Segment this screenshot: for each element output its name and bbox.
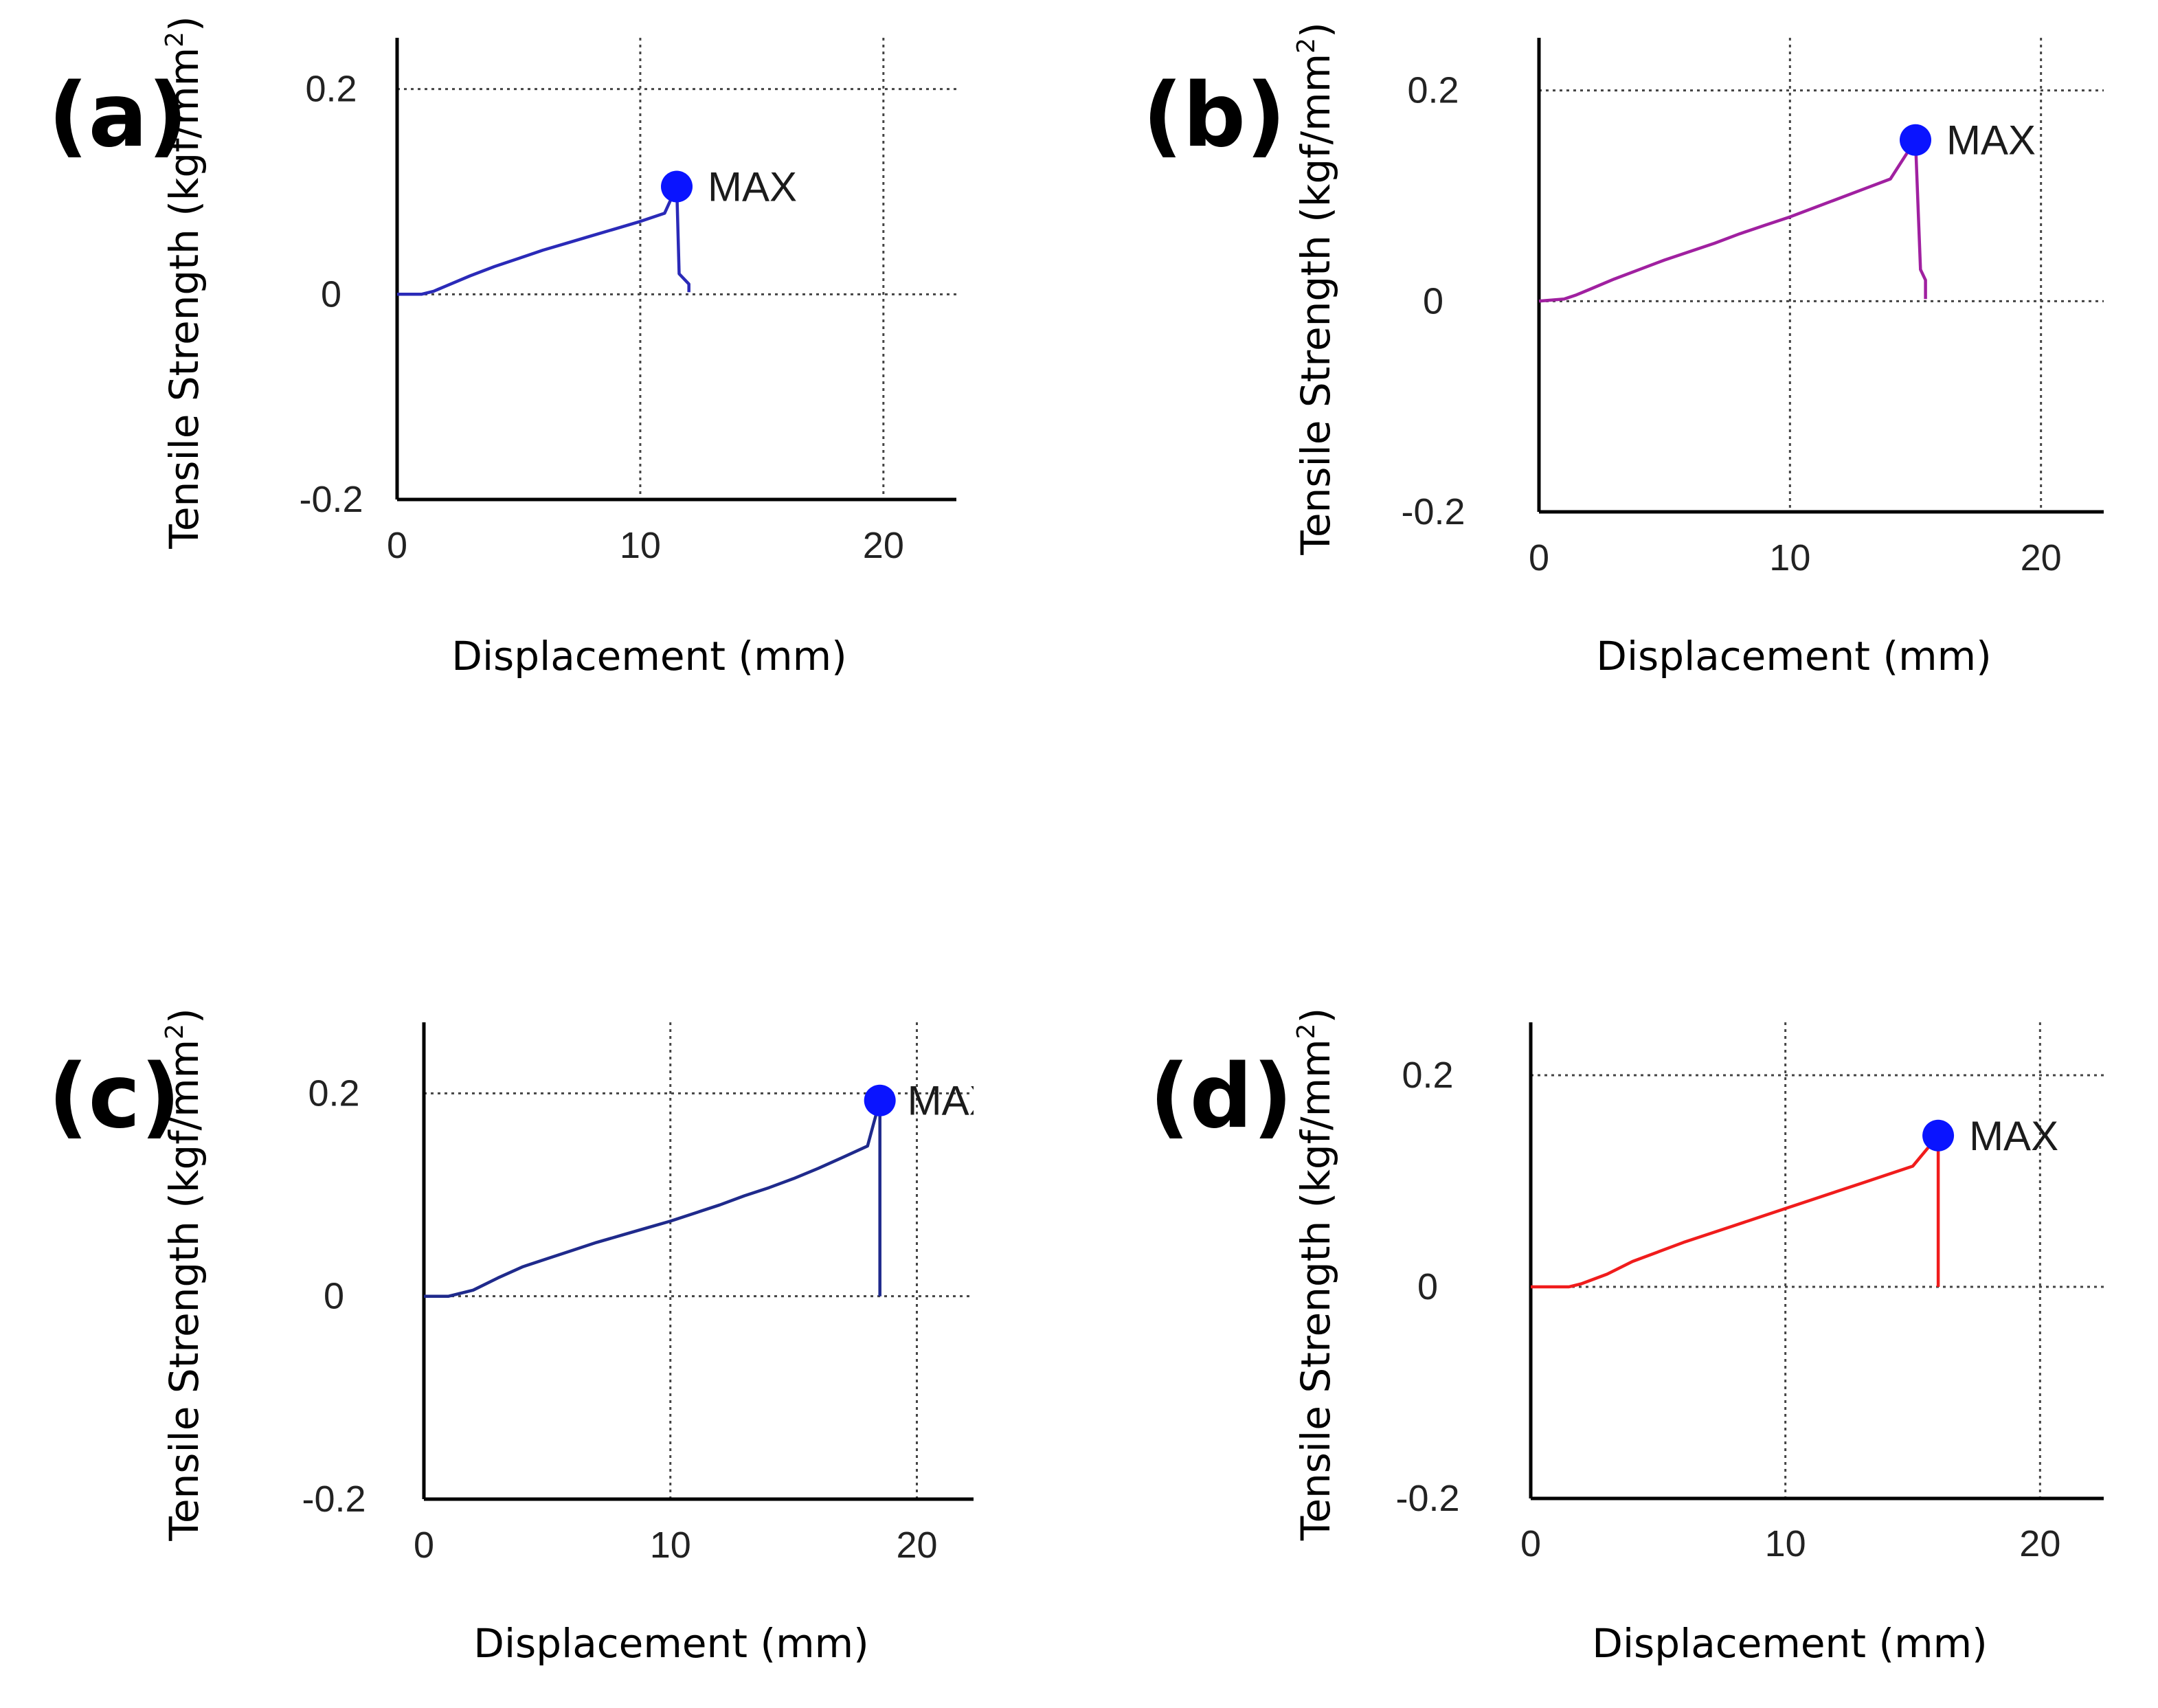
max-point-marker (864, 1084, 896, 1116)
series-line (1538, 139, 1917, 303)
y-axis-label: Tensile Strength (kgf/mm2) (161, 16, 207, 549)
max-point-label: MAX (1946, 117, 2036, 164)
series-line (397, 186, 679, 296)
x-tick-label: 20 (2021, 537, 2062, 578)
x-tick-label: 20 (2019, 1523, 2060, 1564)
chart-panel-b: (b) 0 10 20 0.2 0 -0.2 Displacement (mm) Tensile… (1143, 22, 2104, 679)
x-tick-label: 0 (387, 525, 407, 566)
y-axis-label: Tensile Strength (kgf/mm2) (1292, 22, 1339, 555)
max-point-marker (661, 170, 693, 203)
chart-panel-d: (d) 0 10 20 0.2 0 -0.2 Displacement (mm) Tensile… (1149, 1008, 2104, 1667)
max-point-marker (1900, 124, 1931, 156)
y-axis-label: Tensile Strength (kgf/mm2) (161, 1008, 207, 1541)
x-tick-label: 0 (1529, 537, 1549, 578)
x-tick-label: 20 (863, 525, 904, 566)
y-axis-label: Tensile Strength (kgf/mm2) (1292, 1008, 1339, 1541)
x-axis-label: Displacement (mm) (1592, 1620, 1987, 1667)
x-axis-label: Displacement (mm) (473, 1620, 868, 1667)
y-tick-label: -0.2 (1395, 1478, 1459, 1519)
x-tick-label: 10 (1765, 1523, 1806, 1564)
chart-panel-a: (a) 0 10 20 0.2 0 -0.2 Displacement (mm) Tensile… (48, 16, 956, 679)
x-tick-label: 10 (1769, 537, 1810, 578)
series-line (424, 1100, 881, 1298)
panel-label: (b) (1143, 65, 1286, 167)
y-tick-label: 0 (324, 1276, 344, 1317)
max-point-marker (1922, 1119, 1955, 1151)
x-axis-label: Displacement (mm) (1596, 633, 1991, 679)
y-tick-label: 0.2 (308, 1072, 359, 1114)
y-tick-label: -0.2 (299, 479, 363, 520)
y-tick-label: 0.2 (1407, 70, 1459, 111)
panel-label: (c) (48, 1046, 181, 1148)
max-point-label: MAX (708, 164, 797, 210)
x-tick-label: 10 (650, 1525, 691, 1566)
failure-drop-line (1913, 139, 1927, 300)
y-tick-label: 0 (1417, 1266, 1438, 1307)
max-point-label: MAX (908, 1078, 997, 1124)
x-axis-label: Displacement (mm) (451, 633, 846, 679)
failure-drop-line (675, 186, 690, 293)
x-tick-label: 0 (1520, 1523, 1541, 1564)
x-tick-label: 10 (620, 525, 661, 566)
y-tick-label: 0 (321, 273, 341, 315)
y-tick-label: 0.2 (305, 69, 357, 110)
series-line (1531, 1134, 1940, 1289)
y-tick-label: -0.2 (302, 1479, 366, 1520)
x-tick-label: 20 (896, 1525, 937, 1566)
max-point-label: MAX (1969, 1113, 2058, 1159)
y-tick-label: 0 (1423, 280, 1443, 322)
y-tick-label: -0.2 (1401, 491, 1465, 532)
panel-label: (d) (1149, 1046, 1293, 1148)
y-tick-label: 0.2 (1402, 1055, 1453, 1096)
x-tick-label: 0 (414, 1525, 434, 1566)
chart-panel-c: (c) 0 10 20 0.2 0 -0.2 Displacement (mm) Tensile… (48, 1008, 997, 1667)
panel-label: (a) (48, 65, 188, 167)
